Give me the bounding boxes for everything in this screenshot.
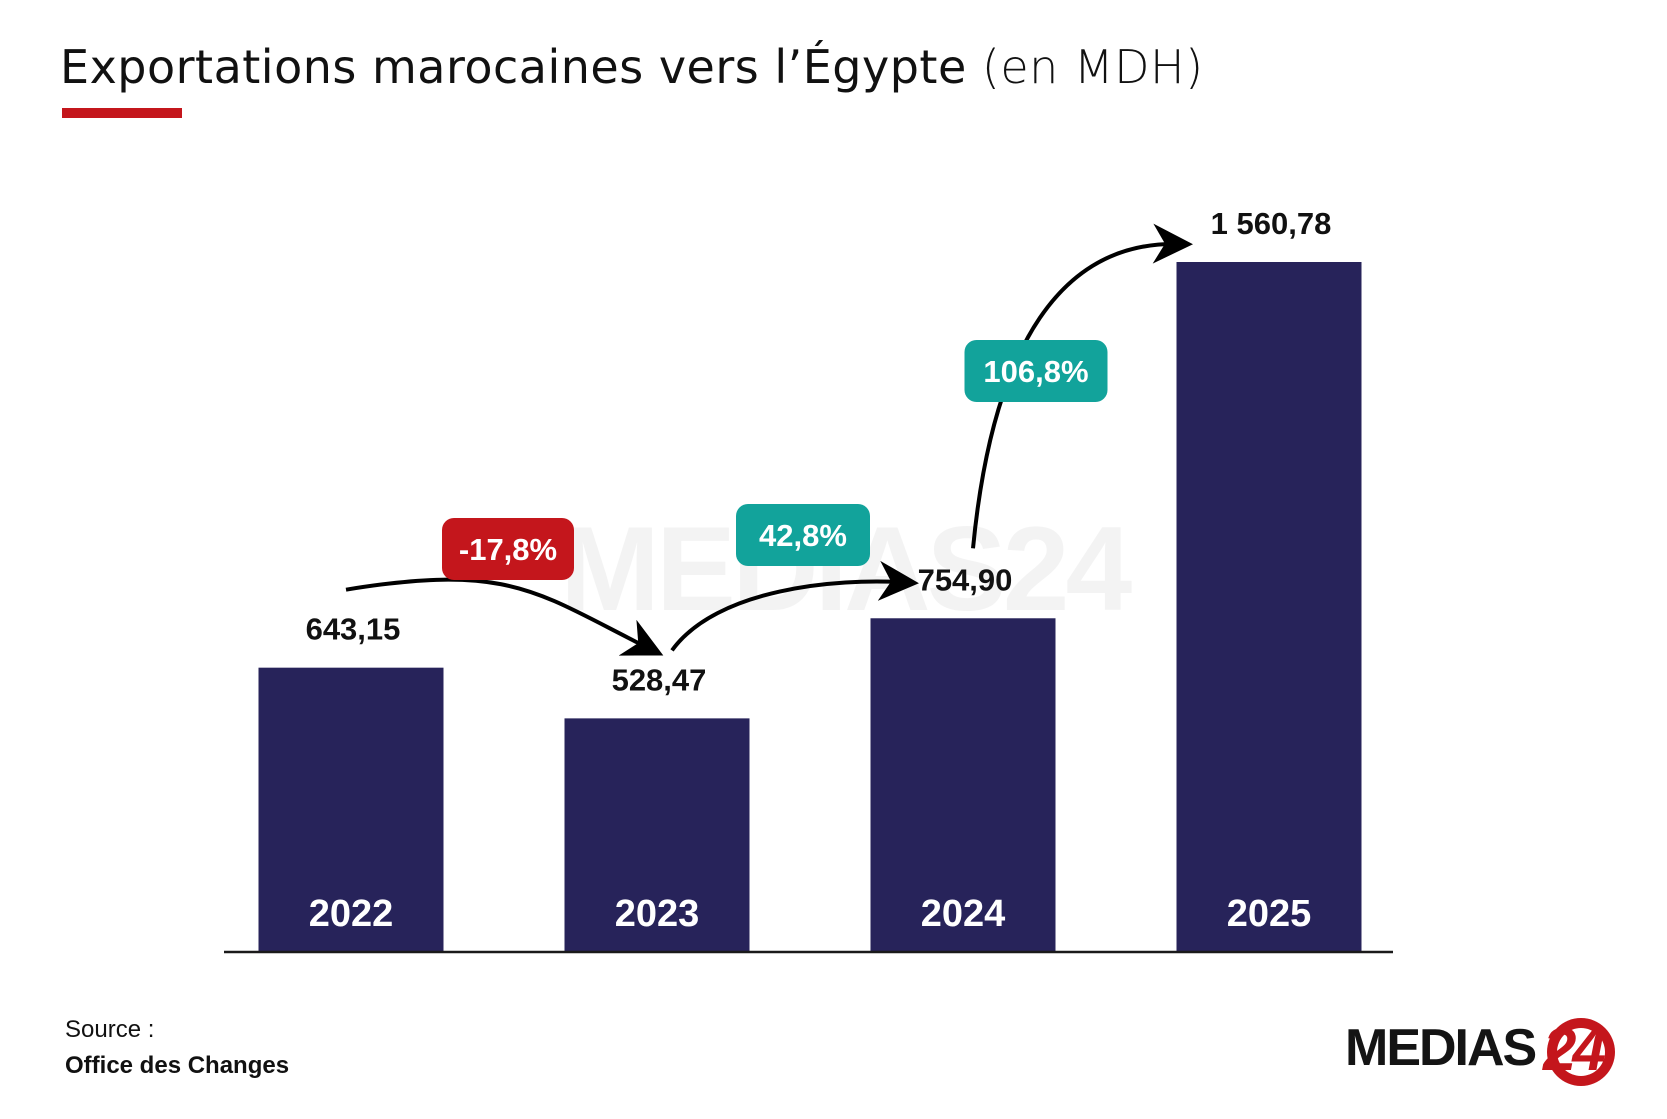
labels-layer: 2022 643,15 2023 528,47 2024 754,90 2025 1 560,…	[306, 206, 1332, 935]
category-label-2024: 2024	[921, 893, 1006, 935]
change-arrow-2022-2023	[345, 577, 664, 656]
change-arrow-2024-2025	[971, 223, 1193, 549]
change-badge-bg	[442, 518, 574, 580]
value-label-2023: 528,47	[612, 662, 707, 697]
change-badge-label: 106,8%	[983, 354, 1088, 389]
change-arrow-2023-2024	[670, 560, 919, 652]
change-badge-label: 42,8%	[759, 518, 847, 553]
bar-2022	[258, 667, 444, 952]
watermark-number: 24	[1003, 502, 1132, 636]
change-badge-2024-2025: 106,8%	[964, 340, 1108, 402]
logo-number: 24	[1543, 1016, 1606, 1083]
category-label-2023: 2023	[615, 893, 700, 935]
change-badge-2023-2024: 42,8%	[736, 504, 870, 566]
value-label-2022: 643,15	[306, 612, 401, 647]
bar-2025	[1176, 262, 1362, 952]
logo-text: MEDIAS	[1345, 1019, 1537, 1077]
value-label-2025: 1 560,78	[1211, 206, 1332, 241]
source-name: Office des Changes	[65, 1052, 290, 1079]
category-label-2025: 2025	[1227, 893, 1312, 935]
logo-circle-icon	[1547, 1018, 1615, 1086]
change-badge-bg	[964, 340, 1108, 402]
source-label: Source :	[65, 1016, 155, 1043]
chart-title: Exportations marocaines vers l’Égypte (e…	[60, 40, 1204, 94]
bar-2024	[870, 618, 1056, 952]
bar-2023	[564, 718, 750, 952]
change-badge-bg	[736, 504, 870, 566]
chart-title-main: Exportations marocaines vers l’Égypte	[60, 40, 967, 94]
value-label-2024: 754,90	[918, 562, 1013, 597]
change-badge-label: -17,8%	[459, 532, 557, 567]
title-underline-accent	[62, 108, 182, 118]
bars-layer	[258, 262, 1362, 952]
chart-title-unit: (en MDH)	[981, 40, 1204, 94]
change-badge-2022-2023: -17,8%	[442, 518, 574, 580]
arrows-layer	[345, 223, 1193, 656]
category-label-2022: 2022	[309, 893, 394, 935]
medias24-logo: MEDIAS 24	[1345, 1012, 1625, 1092]
